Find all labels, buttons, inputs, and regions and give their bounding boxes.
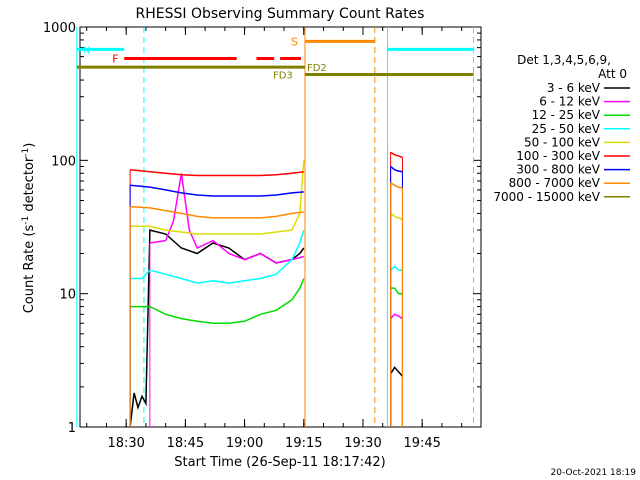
- legend-label: 6 - 12 keV: [539, 95, 601, 109]
- y-axis-label: Count Rate (s-1 detector-1): [21, 143, 37, 314]
- x-tick-label: 19:45: [403, 436, 440, 451]
- series-line: [390, 212, 403, 221]
- plot-frame: [79, 26, 482, 428]
- y-tick-label: 1000: [43, 21, 76, 36]
- series-line: [389, 366, 404, 377]
- series-line: [390, 182, 403, 189]
- series-line: [130, 184, 304, 197]
- flag-label-fd2: FD2: [307, 63, 327, 74]
- legend-label: 300 - 800 keV: [516, 163, 600, 177]
- y-tick-label: 100: [51, 154, 76, 169]
- series-line: [390, 265, 403, 271]
- footer-date: 20-Oct-2021 18:19: [551, 468, 637, 478]
- series-line: [130, 229, 305, 284]
- x-tick-label: 18:45: [167, 436, 204, 451]
- y-tick-label: 1: [68, 421, 76, 436]
- flag-label-n: N: [83, 45, 90, 56]
- series-line: [129, 229, 305, 428]
- legend-label: 800 - 7000 keV: [509, 176, 601, 190]
- series-line: [130, 168, 304, 177]
- series-line: [390, 165, 403, 173]
- series-line: [130, 160, 305, 235]
- x-tick-label: 19:00: [226, 436, 263, 451]
- legend-label: 100 - 300 keV: [516, 149, 600, 163]
- x-tick-label: 19:30: [344, 436, 381, 451]
- flag-label-f: F: [112, 53, 118, 66]
- x-tick-label: 19:15: [285, 436, 322, 451]
- x-axis-label: Start Time (26-Sep-11 18:17:42): [174, 455, 385, 470]
- legend-label: 7000 - 15000 keV: [493, 190, 600, 204]
- series-line: [390, 151, 403, 159]
- y-tick-label: 10: [59, 288, 76, 303]
- flag-label-fd3: FD3: [273, 71, 293, 82]
- legend-label: 25 - 50 keV: [532, 122, 601, 136]
- series-line: [149, 173, 304, 264]
- series-line: [130, 278, 305, 324]
- plot-area: 1 10 100 1000 18:30 18:45 19:00 19:15 19:30 19:45…: [43, 21, 482, 451]
- series-line: [130, 205, 304, 219]
- x-tick-label: 18:30: [107, 436, 144, 451]
- legend-label: 12 - 25 keV: [532, 108, 601, 122]
- legend-label: 50 - 100 keV: [524, 135, 601, 149]
- series-line: [390, 287, 403, 295]
- chart-title: RHESSI Observing Summary Count Rates: [136, 6, 425, 22]
- legend-header-line-2: Att 0: [598, 67, 627, 81]
- flag-label-s: S: [291, 35, 298, 48]
- series-line: [390, 313, 403, 320]
- legend-label: 3 - 6 keV: [547, 81, 601, 95]
- legend-header-line-1: Det 1,3,4,5,6,9,: [517, 53, 611, 67]
